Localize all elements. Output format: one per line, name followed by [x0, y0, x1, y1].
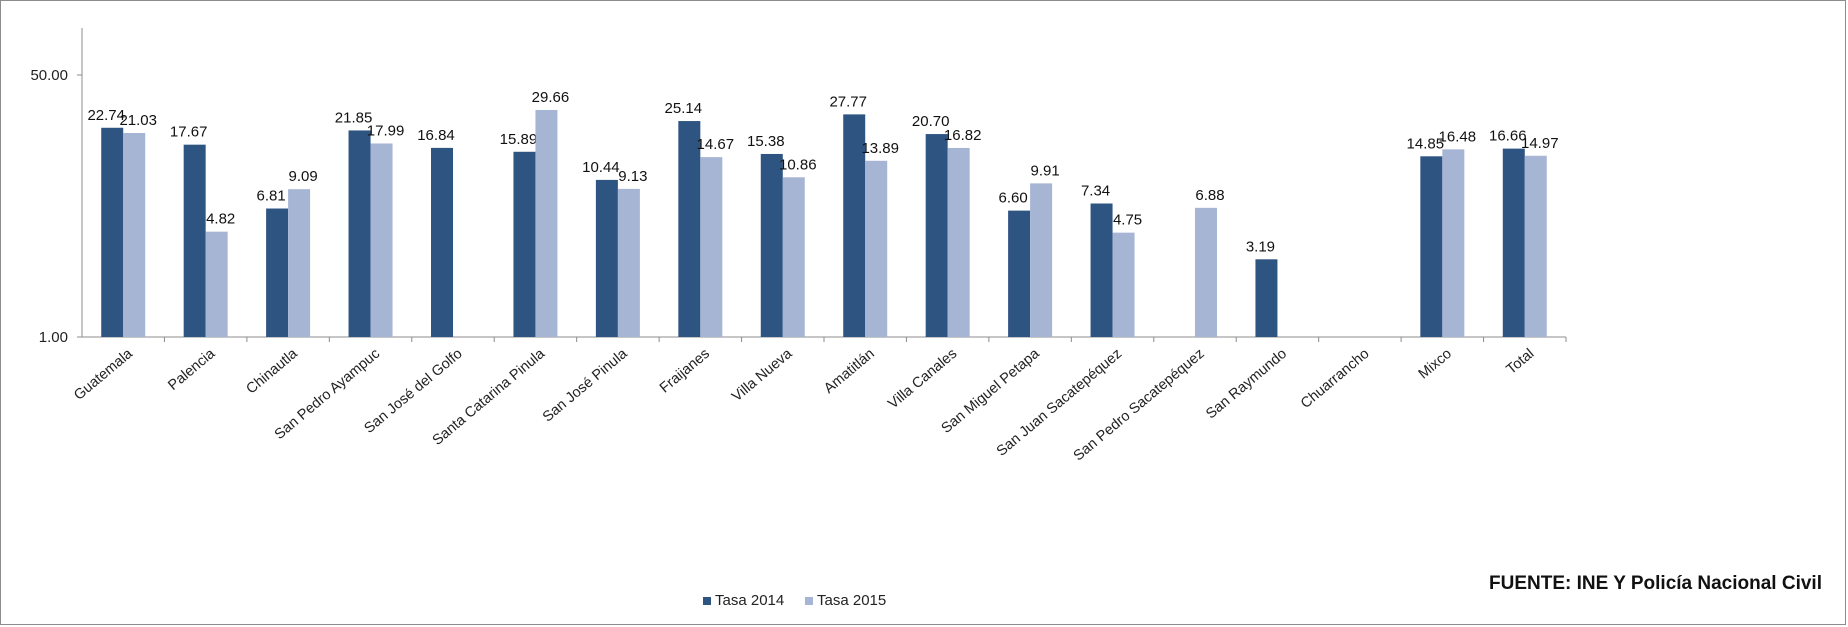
data-label: 21.03: [119, 112, 157, 129]
x-tick-label: San Raymundo: [1203, 346, 1290, 423]
bar: [1502, 148, 1525, 337]
bar: [205, 231, 228, 337]
bar: [760, 153, 783, 337]
data-label: 15.38: [747, 133, 785, 150]
data-label: 9.13: [618, 168, 647, 185]
x-tick-label: Chinautla: [243, 345, 301, 397]
data-label: 14.85: [1407, 135, 1445, 152]
x-tick-label: Fraijanes: [657, 346, 713, 397]
bar: [865, 160, 888, 337]
bar: [782, 177, 805, 337]
bar: [370, 143, 393, 337]
x-tick-label: Total: [1504, 346, 1538, 378]
data-label: 16.84: [417, 127, 455, 144]
x-tick-label: Palencia: [165, 345, 219, 394]
legend-swatch: [805, 597, 813, 605]
data-label: 29.66: [532, 89, 570, 106]
data-label: 27.77: [829, 93, 867, 110]
bar: [123, 133, 146, 337]
data-label: 25.14: [665, 100, 703, 117]
bar: [101, 127, 124, 337]
data-label: 9.91: [1031, 162, 1060, 179]
data-label: 6.81: [257, 188, 286, 205]
legend-label: Tasa 2014: [715, 592, 784, 609]
bar: [1030, 183, 1053, 337]
x-tick-label: Guatemala: [71, 345, 136, 403]
bar: [1442, 149, 1465, 337]
x-tick-label: Amatitlán: [821, 346, 878, 397]
bar: [1255, 259, 1278, 337]
bar: [925, 134, 948, 337]
data-label: 16.48: [1439, 128, 1477, 145]
bar: [595, 179, 618, 337]
bar: [1008, 210, 1031, 337]
data-label: 17.67: [170, 124, 208, 141]
data-label: 21.85: [335, 109, 373, 126]
data-label: 6.88: [1195, 187, 1224, 204]
bar: [843, 114, 866, 337]
data-label: 3.19: [1246, 238, 1275, 255]
y-tick-label: 1.00: [39, 329, 68, 346]
bar: [1090, 203, 1113, 337]
x-tick-label: Villa Canales: [885, 346, 960, 412]
data-label: 4.82: [206, 211, 235, 228]
bar: [535, 109, 558, 337]
data-label: 9.09: [289, 168, 318, 185]
x-tick-label: Mixco: [1416, 346, 1455, 383]
bar: [431, 147, 453, 337]
bar: [1195, 207, 1217, 337]
data-label: 16.82: [944, 127, 982, 144]
x-tick-label: San Pedro Sacatepéquez: [1071, 346, 1208, 464]
data-label: 6.60: [999, 190, 1028, 207]
data-label: 7.34: [1081, 183, 1110, 200]
bar: [288, 189, 311, 337]
data-label: 20.70: [912, 113, 950, 130]
data-label: 17.99: [367, 122, 405, 139]
data-label: 10.86: [779, 156, 817, 173]
data-label: 22.74: [87, 107, 125, 124]
data-label: 16.66: [1489, 128, 1527, 145]
x-tick-label: Villa Nueva: [729, 345, 796, 405]
bar: [183, 144, 206, 337]
source-note: FUENTE: INE Y Policía Nacional Civil: [1489, 573, 1822, 594]
data-label: 10.44: [582, 159, 620, 176]
legend-label: Tasa 2015: [817, 592, 886, 609]
bar: [700, 157, 723, 337]
data-label: 14.67: [697, 136, 735, 153]
bar: [947, 147, 970, 337]
y-tick-label: 50.00: [30, 67, 68, 84]
bar: [617, 188, 640, 337]
bar: [678, 121, 701, 337]
data-label: 13.89: [861, 140, 899, 157]
bar: [1524, 155, 1547, 337]
bar: [348, 130, 371, 337]
x-tick-label: San José Pinula: [540, 345, 631, 425]
data-label: 14.97: [1521, 135, 1559, 152]
data-label: 15.89: [500, 131, 538, 148]
bar: [1420, 156, 1443, 337]
x-tick-label: Chuarrancho: [1298, 346, 1373, 412]
data-label: 4.75: [1113, 212, 1142, 229]
legend-swatch: [703, 597, 711, 605]
bar: [513, 151, 536, 337]
bar: [1112, 232, 1135, 337]
bar: [266, 208, 289, 337]
